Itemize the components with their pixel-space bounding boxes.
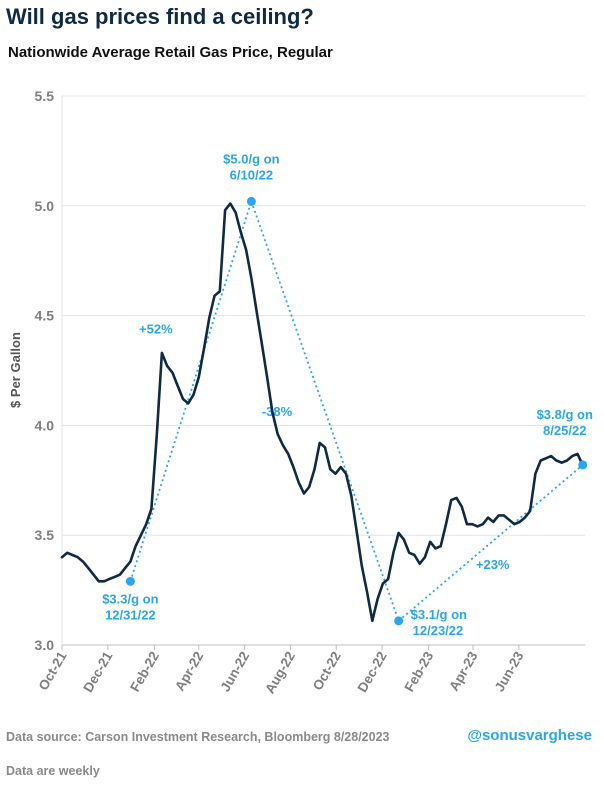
x-tick-label: Apr-23	[446, 649, 481, 694]
annotation-date-label: 8/25/22	[543, 423, 586, 438]
x-tick-label: Jun-23	[492, 649, 527, 695]
y-axis-label: $ Per Gallon	[8, 332, 23, 408]
data-source-text: Data source: Carson Investment Research,…	[6, 730, 390, 744]
chart-subtitle: Nationwide Average Retail Gas Price, Reg…	[8, 44, 333, 61]
x-tick-label: Jun-22	[217, 649, 252, 694]
annotation-date-label: 12/31/22	[105, 607, 156, 622]
annotation-label: $3.3/g on	[102, 591, 158, 606]
trend-label: -38%	[262, 404, 293, 419]
y-tick-label: 4.5	[35, 308, 55, 324]
y-tick-label: 3.0	[35, 637, 55, 653]
annotation-date-label: 6/10/22	[230, 167, 273, 182]
x-tick-label: Dec-22	[355, 649, 390, 695]
page-title: Will gas prices find a ceiling?	[6, 4, 314, 29]
annotation-marker	[125, 576, 135, 586]
trend-label: +23%	[476, 557, 510, 572]
trend-line	[129, 201, 253, 582]
annotation-date-label: 12/23/22	[413, 623, 464, 638]
annotation-marker	[394, 616, 404, 626]
author-handle: @sonusvarghese	[467, 727, 592, 744]
x-tick-label: Feb-23	[402, 649, 437, 695]
annotation-marker	[246, 196, 256, 206]
annotation-label: $5.0/g on	[223, 151, 279, 166]
y-tick-label: 3.5	[35, 527, 55, 543]
x-tick-label: Dec-21	[80, 649, 115, 695]
price-series-line	[60, 202, 584, 623]
trend-label: +52%	[139, 321, 173, 336]
gas-price-chart: 3.0 3.5 4.0 4.5 5.0 5.5 Oct-21 Dec-21 Feb-22 Apr…	[8, 88, 593, 696]
trend-line	[398, 464, 584, 622]
x-tick-label: Aug-22	[262, 649, 298, 696]
x-tick-label: Feb-22	[127, 649, 162, 694]
annotation-label: $3.8/g on	[537, 407, 593, 422]
x-tick-label: Oct-21	[36, 649, 70, 693]
x-tick-label: Oct-22	[310, 649, 344, 693]
y-tick-label: 4.0	[35, 417, 55, 433]
y-tick-label: 5.5	[35, 88, 55, 104]
y-tick-label: 5.0	[35, 198, 55, 214]
x-tick-label: Apr-22	[172, 649, 206, 694]
annotation-marker	[578, 460, 588, 470]
frequency-note: Data are weekly	[6, 764, 100, 778]
annotation-label: $3.1/g on	[411, 607, 467, 622]
trend-line	[250, 201, 400, 622]
